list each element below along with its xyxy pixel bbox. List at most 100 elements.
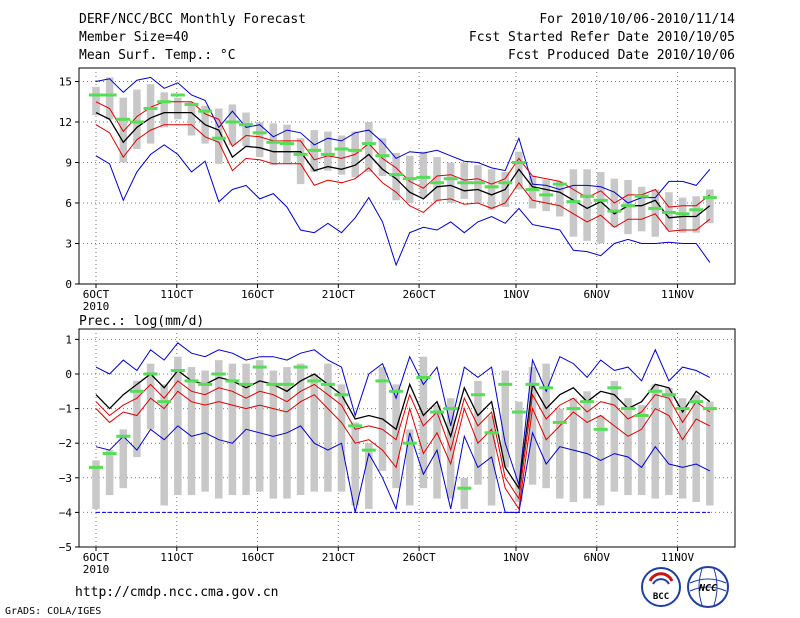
box-bar bbox=[310, 373, 319, 492]
chart-title: DERF/NCC/BCC Monthly Forecast bbox=[79, 12, 306, 27]
y-tick-label: 1 bbox=[65, 333, 72, 346]
member-size-label: Member Size=40 bbox=[79, 30, 189, 45]
x-tick-label: 1NOV bbox=[503, 288, 530, 301]
forecast-period-label: For 2010/10/06-2010/11/14 bbox=[539, 12, 735, 27]
box-bar bbox=[215, 108, 223, 164]
box-bar bbox=[187, 367, 196, 496]
box-bar bbox=[215, 360, 223, 499]
box-bar bbox=[160, 384, 168, 506]
box-bar bbox=[146, 363, 155, 430]
box-bar bbox=[446, 162, 455, 203]
box-bar bbox=[583, 391, 591, 499]
y-tick-label: 3 bbox=[65, 238, 72, 251]
y-tick-label: −2 bbox=[59, 437, 72, 450]
box-bar bbox=[324, 363, 332, 492]
box-bar bbox=[92, 460, 100, 509]
box-bar bbox=[692, 196, 700, 233]
box-bar bbox=[296, 363, 305, 496]
box-bar bbox=[201, 370, 209, 492]
box-bar bbox=[146, 84, 155, 144]
mean-minus-std-line bbox=[95, 390, 711, 511]
mean-minus-std-line bbox=[95, 124, 711, 232]
box-bar bbox=[542, 363, 550, 489]
box-bar bbox=[583, 169, 591, 241]
y-tick-label: 0 bbox=[65, 278, 72, 291]
header: DERF/NCC/BCC Monthly Forecast Member Siz… bbox=[79, 12, 735, 63]
y-tick-label: 0 bbox=[65, 368, 72, 381]
box-bar bbox=[392, 153, 400, 201]
y-tick-label: −4 bbox=[59, 506, 73, 519]
box-bar bbox=[269, 370, 278, 499]
box-bar bbox=[596, 171, 605, 244]
box-bar bbox=[228, 104, 237, 145]
box-bar bbox=[460, 477, 469, 509]
grads-credit: GrADS: COLA/IGES bbox=[5, 606, 101, 617]
box-bar bbox=[678, 398, 687, 499]
x-tick-label: 6NOV bbox=[584, 288, 611, 301]
box-bar bbox=[706, 401, 714, 506]
box-bar bbox=[610, 380, 619, 492]
y-tick-label: 6 bbox=[65, 197, 72, 210]
box-bar bbox=[324, 131, 332, 171]
box-bar bbox=[528, 176, 537, 209]
produced-date-label: Fcst Produced Date 2010/10/06 bbox=[508, 48, 735, 63]
box-bar bbox=[296, 138, 305, 185]
box-bar bbox=[119, 97, 128, 163]
x-tick-label: 11OCT bbox=[160, 551, 193, 564]
box-bar bbox=[228, 363, 237, 496]
box-bar bbox=[474, 380, 482, 485]
box-bar bbox=[337, 384, 346, 492]
box-bar bbox=[419, 356, 428, 489]
box-bar bbox=[255, 122, 264, 158]
box-bar bbox=[269, 123, 278, 166]
box-bar bbox=[119, 429, 128, 489]
min-line bbox=[95, 425, 711, 513]
bcc-logo: BCC bbox=[641, 567, 681, 607]
precip-title: Prec.: log(mm/d) bbox=[79, 314, 204, 329]
ncc-logo-text: NCC bbox=[698, 583, 717, 594]
y-tick-label: −3 bbox=[59, 472, 72, 485]
box-bar bbox=[637, 405, 646, 496]
box-bar bbox=[351, 422, 359, 506]
ensemble-mean-line bbox=[95, 111, 711, 219]
box-bar bbox=[692, 394, 700, 503]
x-tick-label: 16OCT bbox=[241, 288, 274, 301]
box-bar bbox=[365, 443, 373, 509]
box-bar bbox=[665, 387, 673, 496]
x-tick-label: 6OCT bbox=[83, 551, 110, 564]
x-tick-label: 26OCT bbox=[403, 551, 436, 564]
variable-label: Mean Surf. Temp.: °C bbox=[79, 48, 236, 63]
started-date-label: Fcst Started Refer Date 2010/10/05 bbox=[469, 30, 735, 45]
box-bar bbox=[105, 77, 114, 120]
box-bar bbox=[515, 401, 523, 503]
box-bar bbox=[392, 384, 400, 489]
y-tick-label: 9 bbox=[65, 157, 72, 170]
bcc-logo-text: BCC bbox=[653, 592, 669, 602]
box-bar bbox=[255, 360, 264, 492]
x-tick-label: 11NOV bbox=[661, 551, 694, 564]
box-bar bbox=[133, 89, 141, 149]
box-bar bbox=[556, 408, 564, 499]
box-bar bbox=[92, 86, 100, 116]
box-bar bbox=[405, 429, 414, 506]
box-bar bbox=[487, 415, 496, 506]
temperature-panel: 0 3 6 9 12 15 6OCT 11OCT 16OCT 21OCT 26OCT 1NOV 6NOV… bbox=[59, 67, 736, 313]
x-tick-label: 16OCT bbox=[241, 551, 274, 564]
box-bar bbox=[365, 122, 373, 172]
year-label: 2010 bbox=[83, 300, 110, 313]
box-bar bbox=[637, 186, 646, 232]
box-bar bbox=[433, 157, 441, 202]
x-tick-label: 26OCT bbox=[403, 288, 436, 301]
box-bar bbox=[337, 135, 346, 175]
box-bar bbox=[460, 162, 469, 199]
x-tick-label: 1NOV bbox=[503, 551, 530, 564]
y-tick-label: −5 bbox=[59, 541, 72, 554]
x-tick-label: 21OCT bbox=[322, 551, 355, 564]
box-bar bbox=[133, 380, 141, 458]
year-label: 2010 bbox=[83, 563, 110, 576]
y-tick-label: 12 bbox=[59, 116, 72, 129]
box-bar bbox=[174, 97, 182, 120]
footer: http://cmdp.ncc.cma.gov.cn GrADS: COLA/I… bbox=[5, 585, 279, 617]
box-bar bbox=[515, 151, 523, 190]
